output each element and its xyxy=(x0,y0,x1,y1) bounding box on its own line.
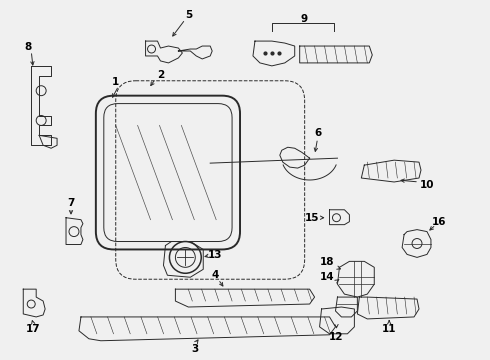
Text: 12: 12 xyxy=(329,332,343,342)
Text: 7: 7 xyxy=(67,198,74,208)
Text: 1: 1 xyxy=(112,77,120,87)
Text: 9: 9 xyxy=(300,14,307,24)
Text: 15: 15 xyxy=(304,213,319,223)
Text: 4: 4 xyxy=(212,270,219,280)
Text: 13: 13 xyxy=(208,251,222,260)
Text: 14: 14 xyxy=(320,272,335,282)
Text: 10: 10 xyxy=(420,180,434,190)
Text: 16: 16 xyxy=(432,217,446,227)
Text: 17: 17 xyxy=(26,324,41,334)
Text: 5: 5 xyxy=(185,10,192,20)
Text: 6: 6 xyxy=(314,129,321,138)
Text: 11: 11 xyxy=(382,324,396,334)
Text: 2: 2 xyxy=(157,70,164,80)
Text: 18: 18 xyxy=(320,257,335,267)
Text: 3: 3 xyxy=(192,344,199,354)
Text: 8: 8 xyxy=(24,42,32,52)
